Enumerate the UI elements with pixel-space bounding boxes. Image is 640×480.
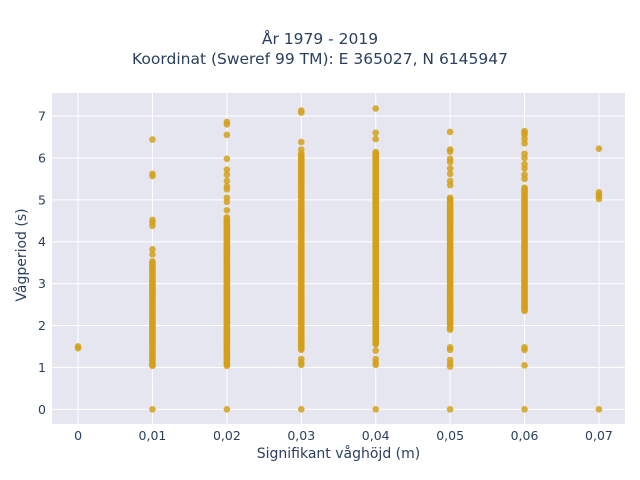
x-axis-label: Signifikant våghöjd (m) <box>256 446 421 462</box>
data-point <box>372 355 380 363</box>
y-axis-label: Vågperiod (s) <box>14 208 30 302</box>
data-point <box>595 145 603 153</box>
chart-title-line-2: Koordinat (Sweref 99 TM): E 365027, N 61… <box>132 50 508 68</box>
data-point <box>521 127 528 135</box>
data-point <box>595 406 603 413</box>
data-point <box>521 171 528 179</box>
data-point <box>149 136 156 143</box>
data-point <box>223 155 231 163</box>
x-tick-label: 0,07 <box>585 428 613 443</box>
data-point <box>521 362 528 369</box>
y-tick-labels: 0 1 2 3 4 5 6 7 <box>38 109 46 417</box>
data-point <box>297 107 305 114</box>
data-point <box>149 406 156 413</box>
data-point <box>74 343 82 350</box>
chart-title-line-1: År 1979 - 2019 <box>261 30 379 48</box>
x-tick-label: 0,01 <box>139 428 167 443</box>
data-point <box>372 105 380 112</box>
data-point <box>446 170 454 178</box>
y-tick-label: 1 <box>38 360 46 375</box>
data-point <box>372 148 380 156</box>
data-point <box>372 406 380 413</box>
data-point <box>521 184 528 191</box>
plot-area <box>52 93 625 424</box>
data-point <box>223 131 231 139</box>
x-tick-label: 0 <box>74 428 82 443</box>
data-point <box>521 160 528 168</box>
data-point <box>446 194 454 202</box>
data-point <box>223 214 231 221</box>
y-tick-label: 7 <box>38 109 46 124</box>
data-point <box>223 118 231 126</box>
data-point <box>223 166 231 173</box>
data-point <box>372 129 380 137</box>
data-point <box>521 344 528 351</box>
x-tick-label: 0,06 <box>511 428 539 443</box>
data-point <box>446 344 454 351</box>
data-point <box>149 170 156 178</box>
data-point <box>446 406 454 413</box>
data-point <box>521 406 528 413</box>
data-point <box>595 189 603 196</box>
data-point <box>223 194 231 202</box>
data-point <box>297 406 305 413</box>
data-point <box>446 165 454 172</box>
y-tick-label: 2 <box>38 318 46 333</box>
data-point <box>223 171 231 179</box>
data-point <box>446 146 454 153</box>
data-point <box>521 150 528 158</box>
data-point <box>446 177 454 185</box>
data-point <box>149 361 156 369</box>
data-point <box>297 146 305 153</box>
data-point <box>223 406 231 413</box>
y-tick-label: 5 <box>38 192 46 207</box>
x-tick-labels: 0 0,01 0,02 0,03 0,04 0,05 0,06 0,07 <box>74 428 613 443</box>
x-tick-label: 0,02 <box>213 428 241 443</box>
data-point <box>223 183 231 190</box>
data-point <box>446 128 454 136</box>
y-tick-label: 0 <box>38 402 46 417</box>
data-point <box>446 356 454 364</box>
y-tick-label: 6 <box>38 150 46 165</box>
y-tick-label: 4 <box>38 234 46 249</box>
x-tick-label: 0,05 <box>436 428 464 443</box>
data-point <box>372 347 380 354</box>
data-point <box>149 245 156 253</box>
data-point <box>446 155 454 163</box>
x-tick-label: 0,03 <box>287 428 315 443</box>
data-point <box>372 135 380 143</box>
data-point <box>149 216 156 224</box>
data-point <box>297 355 305 363</box>
data-point <box>223 177 231 185</box>
data-point <box>297 138 305 146</box>
x-tick-label: 0,04 <box>362 428 390 443</box>
data-points <box>74 105 603 413</box>
y-tick-label: 3 <box>38 276 46 291</box>
data-point <box>149 258 156 265</box>
data-point <box>149 251 156 258</box>
data-point <box>223 207 231 214</box>
